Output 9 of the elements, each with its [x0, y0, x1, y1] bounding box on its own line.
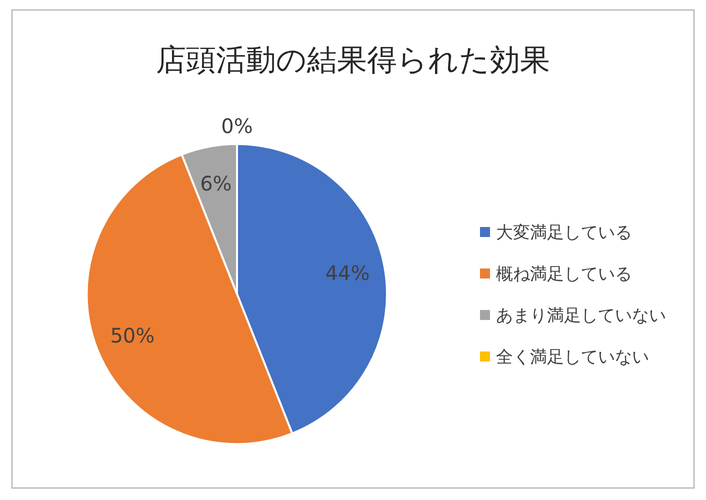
legend-label: 大変満足している — [496, 222, 632, 243]
data-label: 44% — [325, 260, 370, 285]
legend-label: 概ね満足している — [496, 264, 632, 284]
data-label: 50% — [110, 323, 155, 348]
legend-label: あまり満足していない — [496, 306, 666, 326]
data-label: 6% — [200, 171, 232, 196]
chart-title: 店頭活動の結果得られた効果 — [156, 43, 550, 78]
legend-label: 全く満足していない — [496, 347, 649, 368]
text: 0% — [221, 114, 253, 138]
